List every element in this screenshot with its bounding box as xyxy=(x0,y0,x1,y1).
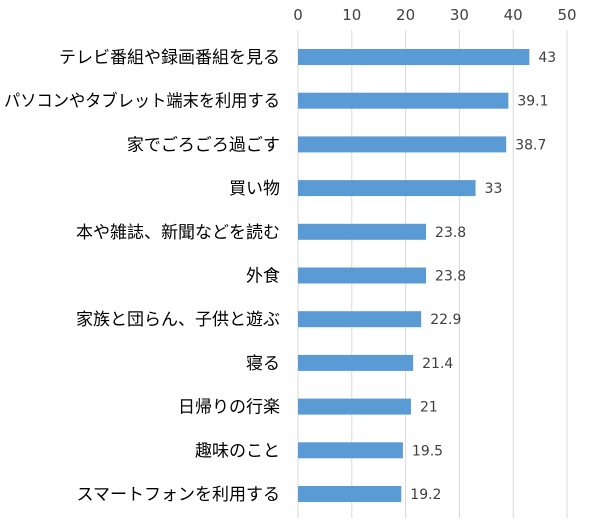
x-tick-label: 20 xyxy=(396,6,415,24)
category-label: 家族と団らん、子供と遊ぶ xyxy=(76,310,280,330)
value-label: 33 xyxy=(485,181,503,197)
category-label: パソコンやタブレット端末を利用する xyxy=(4,91,280,112)
x-tick-label: 30 xyxy=(450,6,469,24)
category-label: スマートフォンを利用する xyxy=(77,485,281,505)
value-label: 21.4 xyxy=(422,356,453,372)
x-axis-ticks: 0 10 20 30 40 50 xyxy=(293,6,576,24)
value-label: 19.5 xyxy=(412,443,443,459)
bar xyxy=(298,136,507,153)
bars xyxy=(298,49,530,502)
x-tick-label: 50 xyxy=(557,6,576,24)
bar xyxy=(298,442,403,459)
value-label: 38.7 xyxy=(515,137,546,153)
x-tick-label: 40 xyxy=(504,6,523,24)
category-label: 趣味のこと xyxy=(195,441,280,461)
x-tick-label: 0 xyxy=(293,6,303,24)
category-label: 日帰りの行楽 xyxy=(178,398,280,418)
bar xyxy=(298,92,509,109)
category-label: 寝る xyxy=(246,353,280,374)
category-labels: テレビ番組や録画番組を見るパソコンやタブレット端末を利用する家でごろごろ過ごす買… xyxy=(4,48,280,505)
value-label: 21 xyxy=(420,400,438,416)
bar xyxy=(298,354,414,371)
category-label: テレビ番組や録画番組を見る xyxy=(59,48,280,68)
value-label: 22.9 xyxy=(430,312,461,328)
bar xyxy=(298,398,411,415)
category-label: 買い物 xyxy=(229,179,280,199)
bar xyxy=(298,311,422,328)
category-label: 外食 xyxy=(246,267,280,287)
x-tick-label: 10 xyxy=(342,6,361,24)
value-label: 19.2 xyxy=(410,487,441,503)
bar xyxy=(298,486,402,502)
value-label: 23.8 xyxy=(435,269,466,285)
bar xyxy=(298,223,427,240)
category-label: 家でごろごろ過ごす xyxy=(127,135,280,155)
bar xyxy=(298,267,427,284)
category-label: 本や雑誌、新聞などを読む xyxy=(76,223,280,243)
value-label: 43 xyxy=(538,50,556,66)
bar xyxy=(298,180,476,197)
value-label: 23.8 xyxy=(435,225,466,241)
value-label: 39.1 xyxy=(517,94,548,110)
bar xyxy=(298,49,530,65)
value-labels: 43 39.1 38.7 33 23.8 23.8 22.9 21.4 21 19.5 19.2 xyxy=(410,50,556,503)
